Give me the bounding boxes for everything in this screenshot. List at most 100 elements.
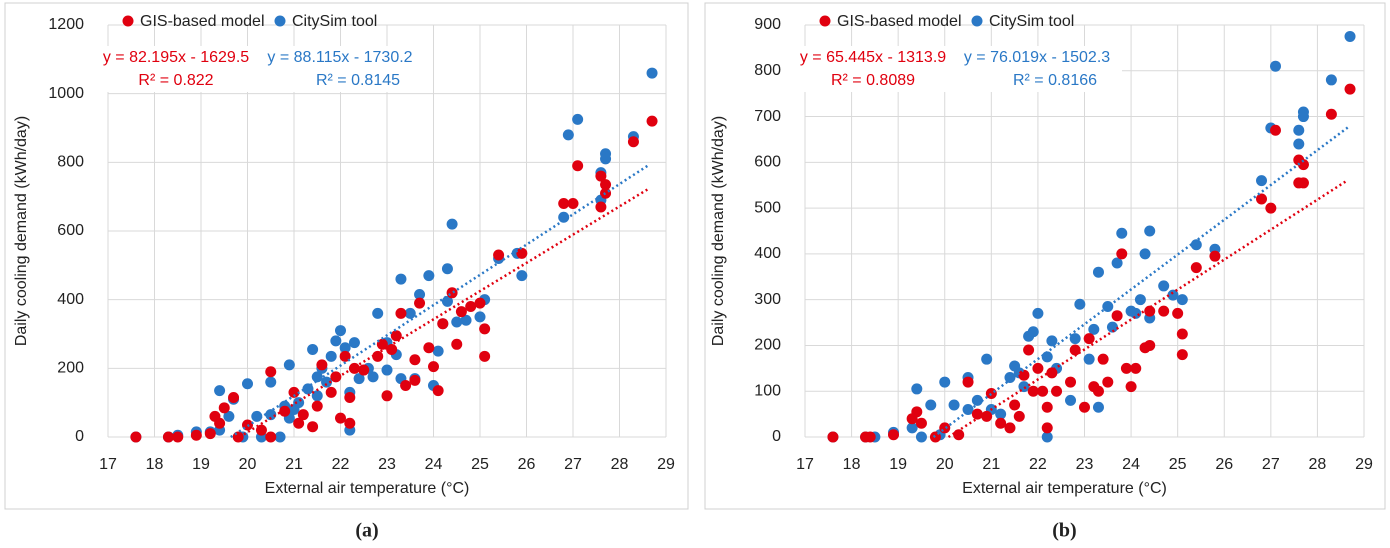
trend-r-squared: R² = 0.822	[138, 72, 213, 89]
data-point	[1106, 321, 1118, 333]
data-point	[827, 431, 839, 443]
data-point	[1004, 371, 1016, 383]
data-point	[204, 428, 216, 440]
data-point	[1139, 248, 1151, 260]
data-point	[1088, 323, 1100, 335]
data-point	[307, 343, 319, 355]
data-point	[1144, 225, 1156, 237]
data-point	[367, 371, 379, 383]
data-point	[465, 301, 477, 313]
legend-marker	[122, 15, 134, 27]
data-point	[460, 314, 472, 326]
data-point	[1297, 177, 1309, 189]
data-point	[572, 160, 584, 172]
data-point	[995, 408, 1007, 420]
data-point	[325, 350, 337, 362]
data-point	[558, 211, 570, 223]
data-point	[1065, 376, 1077, 388]
data-point	[437, 318, 449, 330]
data-point	[330, 371, 342, 383]
data-point	[567, 198, 579, 210]
data-point	[493, 249, 505, 261]
data-point	[1041, 422, 1053, 434]
data-point	[1325, 74, 1337, 86]
x-tick-label: 17	[796, 456, 814, 473]
data-point	[344, 392, 356, 404]
data-point	[1046, 335, 1058, 347]
y-tick-label: 500	[754, 199, 781, 216]
data-point	[302, 383, 314, 395]
data-point	[962, 404, 974, 416]
data-point	[321, 376, 333, 388]
data-point	[1069, 333, 1081, 345]
data-point	[474, 297, 486, 309]
data-point	[1027, 385, 1039, 397]
y-tick-label: 600	[57, 222, 84, 239]
data-point	[971, 394, 983, 406]
data-point	[911, 383, 923, 395]
x-tick-label: 18	[146, 456, 164, 473]
data-point	[283, 359, 295, 371]
x-tick-label: 28	[611, 456, 629, 473]
y-tick-label: 100	[754, 382, 781, 399]
data-point	[915, 417, 927, 429]
data-point	[1256, 175, 1268, 187]
data-point	[981, 410, 993, 422]
trend-equation: y = 88.115x - 1730.2	[267, 49, 412, 66]
data-point	[1027, 326, 1039, 338]
legend-label: GIS-based model	[140, 13, 265, 30]
data-point	[1167, 289, 1179, 301]
x-tick-label: 17	[99, 456, 117, 473]
data-point	[1190, 262, 1202, 274]
data-point	[1125, 381, 1137, 393]
data-point	[1065, 394, 1077, 406]
data-point	[1209, 250, 1221, 262]
y-tick-label: 300	[754, 291, 781, 308]
y-tick-label: 0	[772, 428, 781, 445]
data-point	[1325, 108, 1337, 120]
data-point	[381, 390, 393, 402]
data-point	[316, 359, 328, 371]
data-point	[330, 335, 342, 347]
data-point	[1037, 385, 1049, 397]
data-point	[1092, 266, 1104, 278]
data-point	[595, 170, 607, 182]
x-tick-label: 24	[425, 456, 443, 473]
x-tick-label: 19	[889, 456, 907, 473]
data-point	[1134, 294, 1146, 306]
data-point	[451, 316, 463, 328]
data-point	[218, 402, 230, 414]
y-tick-label: 800	[57, 154, 84, 171]
data-point	[395, 273, 407, 285]
data-point	[344, 417, 356, 429]
data-point	[1293, 124, 1305, 136]
x-tick-label: 22	[1029, 456, 1047, 473]
data-point	[1041, 431, 1053, 443]
data-point	[441, 295, 453, 307]
data-point	[1176, 294, 1188, 306]
x-tick-label: 19	[192, 456, 210, 473]
data-point	[265, 376, 277, 388]
x-tick-label: 18	[843, 456, 861, 473]
data-point	[1297, 159, 1309, 171]
x-tick-label: 23	[378, 456, 396, 473]
x-tick-label: 26	[518, 456, 536, 473]
data-point	[1120, 362, 1132, 374]
trend-r-squared: R² = 0.8089	[831, 72, 915, 89]
data-point	[335, 325, 346, 337]
data-point	[1116, 248, 1128, 260]
legend-label: GIS-based model	[837, 13, 962, 30]
data-point	[939, 376, 951, 388]
data-point	[232, 431, 244, 443]
data-point	[348, 337, 360, 349]
trend-r-squared: R² = 0.8166	[1013, 72, 1097, 89]
legend-marker	[274, 15, 286, 27]
data-point	[1013, 410, 1025, 422]
y-tick-label: 0	[75, 428, 84, 445]
trendline	[932, 126, 1349, 439]
data-point	[1004, 422, 1016, 434]
caption: (b)	[1052, 520, 1076, 542]
y-tick-label: 200	[754, 337, 781, 354]
data-point	[162, 431, 174, 443]
trendline	[947, 179, 1349, 439]
